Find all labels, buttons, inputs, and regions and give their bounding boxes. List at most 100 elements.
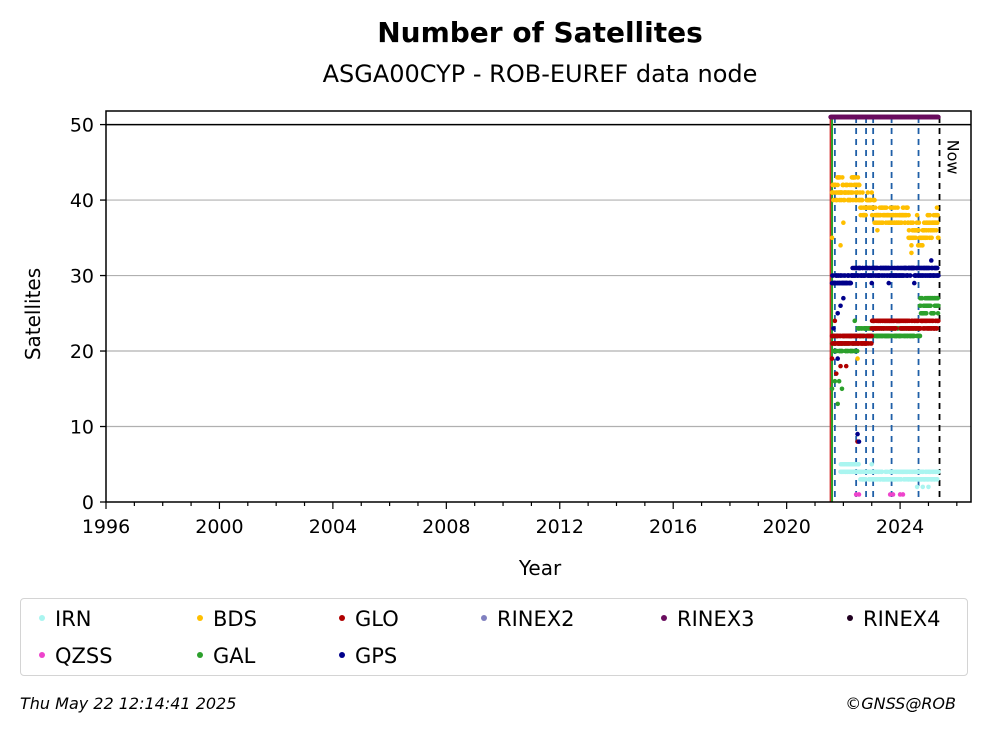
point-bds <box>910 220 916 226</box>
point-bds <box>909 250 914 256</box>
point-gal <box>924 310 929 316</box>
point-gal <box>936 303 941 309</box>
legend-marker <box>481 615 487 621</box>
point-gps <box>911 280 917 286</box>
series-bds <box>829 175 941 361</box>
point-bds <box>869 190 875 195</box>
chart-subtitle: ASGA00CYP - ROB-EUREF data node <box>323 60 758 88</box>
point-qzss <box>856 492 862 497</box>
point-irn <box>935 477 940 482</box>
x-tick-label: 2024 <box>876 516 924 538</box>
legend-label: RINEX4 <box>863 607 941 631</box>
chart-title: Number of Satellites <box>377 16 703 49</box>
point-bds <box>850 190 855 195</box>
legend-label: IRN <box>55 607 92 631</box>
point-bds <box>920 243 925 248</box>
point-bds <box>835 182 841 188</box>
legend-marker <box>661 615 667 621</box>
point-bds <box>855 356 860 361</box>
point-glo <box>893 326 899 331</box>
point-glo <box>934 326 940 331</box>
point-bds <box>906 212 911 218</box>
data-points <box>828 114 941 497</box>
point-gal <box>935 310 941 316</box>
point-bds <box>929 235 934 241</box>
x-tick-label: 2000 <box>195 516 243 538</box>
point-bds <box>936 235 941 241</box>
point-bds <box>860 190 865 195</box>
point-irn <box>863 477 869 482</box>
point-irn <box>920 484 926 490</box>
point-gps <box>838 303 843 309</box>
point-bds <box>880 220 886 226</box>
y-tick-label: 30 <box>70 266 94 288</box>
point-bds <box>906 227 912 233</box>
series-irn <box>838 461 941 490</box>
point-bds <box>840 175 845 180</box>
point-gps <box>855 431 860 437</box>
point-gal <box>935 295 940 301</box>
series-qzss <box>853 492 906 497</box>
point-gps <box>886 280 892 286</box>
point-bds <box>934 205 940 210</box>
point-gps <box>935 265 940 271</box>
point-bds <box>916 220 922 226</box>
point-gal <box>931 310 937 316</box>
y-tick-label: 0 <box>82 492 94 514</box>
point-bds <box>916 227 921 233</box>
point-bds <box>914 212 920 218</box>
x-tick-label: 1996 <box>82 516 130 538</box>
point-qzss <box>900 492 906 497</box>
y-tick-label: 20 <box>70 341 94 363</box>
point-gal <box>839 386 845 392</box>
legend-item-gps: GPS <box>339 644 397 668</box>
legend-marker <box>197 615 203 621</box>
legend-marker <box>339 615 345 621</box>
point-gal <box>897 333 903 339</box>
legend-item-rinex3: RINEX3 <box>661 607 755 631</box>
timestamp-label: Thu May 22 12:14:41 2025 <box>20 694 237 713</box>
x-tick-label: 2008 <box>422 516 470 538</box>
point-glo <box>833 371 839 376</box>
point-irn <box>914 484 920 490</box>
legend-item-glo: GLO <box>339 607 399 631</box>
point-bds <box>909 243 914 248</box>
legend-item-gal: GAL <box>197 644 255 668</box>
legend-marker <box>39 652 45 658</box>
satellites-chart: Number of Satellites ASGA00CYP - ROB-EUR… <box>21 16 972 580</box>
legend-marker <box>197 652 203 658</box>
point-gal <box>928 303 933 309</box>
point-gps <box>856 439 862 444</box>
plot-frame <box>105 110 972 503</box>
point-gps <box>848 280 854 286</box>
series-rinex3 <box>828 114 941 120</box>
point-bds <box>875 227 880 233</box>
x-tick-label: 2004 <box>309 516 357 538</box>
legend-label: GLO <box>355 607 399 631</box>
point-gps <box>928 258 934 263</box>
point-gps <box>835 310 841 316</box>
axes: Now 0 10 20 30 40 50 1996 2000 2004 2008 2012 2016 20… <box>70 110 972 538</box>
legend-marker <box>339 652 345 658</box>
point-gal <box>829 386 835 392</box>
point-bds <box>857 182 862 188</box>
y-tick-label: 10 <box>70 417 94 439</box>
legend-marker <box>39 615 45 621</box>
point-bds <box>935 220 940 226</box>
legend-label: RINEX2 <box>497 607 575 631</box>
legend-item-bds: BDS <box>197 607 257 631</box>
x-tick-label: 2012 <box>536 516 584 538</box>
point-bds <box>895 205 900 210</box>
point-gps <box>908 273 913 278</box>
point-irn <box>926 484 931 490</box>
point-gal <box>832 378 838 384</box>
point-glo <box>861 333 867 339</box>
point-glo <box>832 318 838 324</box>
series-gps <box>829 258 941 444</box>
legend-item-qzss: QZSS <box>39 644 113 668</box>
point-gal <box>854 348 860 354</box>
point-bds <box>829 235 835 241</box>
point-gal <box>852 318 858 324</box>
point-glo <box>843 363 849 369</box>
point-gal <box>835 401 841 407</box>
